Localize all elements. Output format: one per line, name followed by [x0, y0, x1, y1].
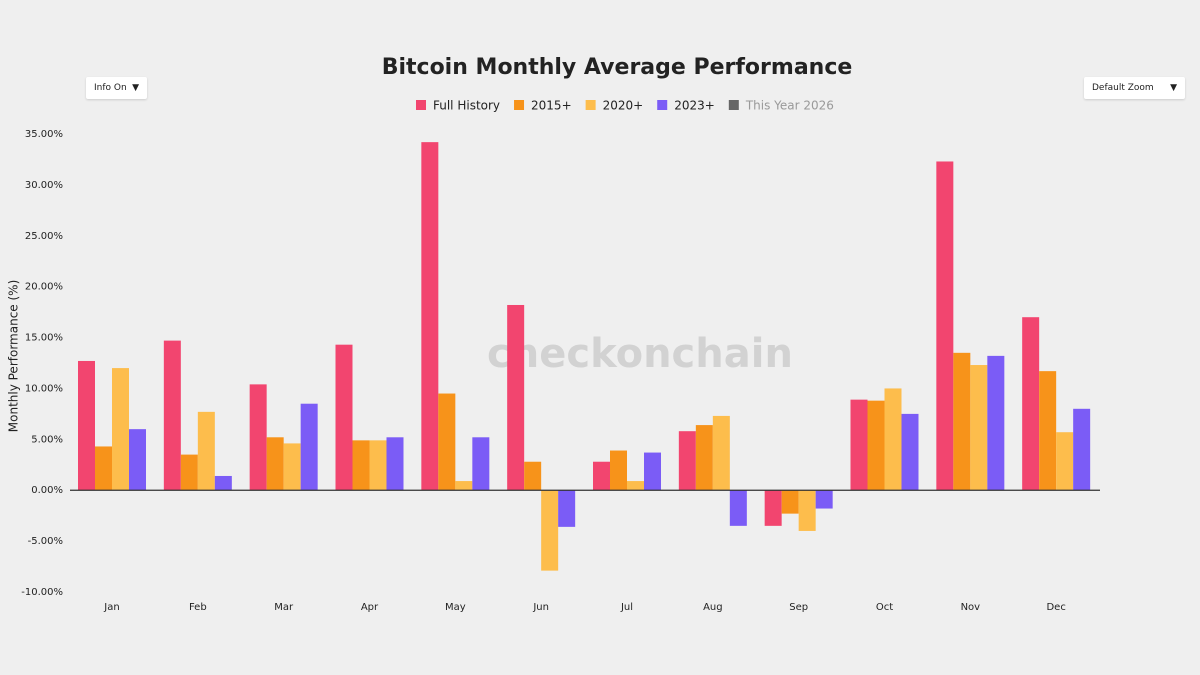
bar [95, 446, 112, 491]
dropdown-label: Info On [94, 83, 127, 93]
bar [541, 490, 559, 571]
bar [1056, 432, 1074, 491]
legend-swatch [514, 100, 525, 110]
legend-label: 2015+ [531, 99, 572, 113]
y-tick-label: 5.00% [31, 434, 63, 445]
bar [781, 490, 799, 514]
x-tick-label: Apr [361, 602, 379, 613]
bar [644, 452, 661, 491]
x-tick-label: Mar [274, 602, 294, 613]
bar [507, 304, 525, 491]
bar [712, 415, 730, 491]
y-tick-label: 30.00% [25, 180, 63, 191]
legend-swatch [728, 100, 739, 110]
legend-label: Full History [433, 99, 500, 113]
legend-label: 2023+ [674, 99, 715, 113]
bar [558, 490, 576, 527]
y-tick-label: 20.00% [25, 282, 63, 293]
x-tick-label: Jul [620, 602, 633, 613]
x-tick-label: Sep [789, 602, 808, 613]
y-tick-label: 25.00% [25, 231, 63, 242]
legend-swatch [416, 100, 426, 110]
chart-title: Bitcoin Monthly Average Performance [382, 55, 853, 80]
x-tick-label: May [445, 602, 466, 613]
zoom-dropdown[interactable]: Default Zoom ▼ [1084, 77, 1185, 99]
bar [300, 403, 318, 491]
legend-swatch [585, 100, 596, 110]
x-tick-label: Jan [103, 602, 119, 613]
bar [129, 429, 146, 491]
bar [112, 368, 129, 491]
y-tick-label: 10.00% [25, 383, 63, 394]
bar [764, 490, 782, 526]
y-axis-label: Monthly Performance (%) [7, 280, 21, 432]
bar [953, 352, 971, 491]
bar [78, 360, 95, 491]
y-tick-label: -5.00% [28, 536, 63, 547]
y-tick-label: 15.00% [25, 333, 63, 344]
bar [163, 340, 181, 491]
legend-swatch [657, 100, 668, 110]
dropdown-label: Default Zoom [1092, 83, 1154, 93]
bar [455, 481, 473, 491]
legend-label: 2020+ [603, 99, 644, 113]
bar [627, 481, 644, 491]
bar [610, 450, 627, 491]
x-tick-label: Feb [189, 602, 207, 613]
bar [335, 344, 353, 491]
bar [884, 388, 902, 491]
bar [421, 142, 439, 491]
bar [386, 437, 404, 491]
bar [524, 461, 542, 491]
bar [987, 355, 1005, 491]
bar [850, 399, 868, 491]
bar [266, 437, 284, 491]
watermark: checkonchain [487, 331, 793, 377]
bar [593, 461, 610, 491]
bar [678, 431, 696, 491]
bar [936, 161, 954, 491]
bar [695, 425, 713, 491]
bar [180, 454, 198, 491]
x-tick-label: Jun [532, 602, 549, 613]
x-tick-label: Oct [876, 602, 893, 613]
y-tick-label: 0.00% [31, 485, 63, 496]
info-dropdown[interactable]: Info On ▼ [86, 77, 147, 99]
bar [901, 413, 919, 491]
bar [1073, 408, 1091, 491]
bar [472, 437, 490, 491]
y-tick-label: 35.00% [25, 129, 63, 140]
bar [798, 490, 816, 531]
bar [283, 443, 301, 491]
bar [214, 475, 232, 491]
bar [867, 400, 885, 491]
bar [352, 440, 370, 491]
bar [197, 411, 215, 491]
bar [1022, 317, 1040, 491]
bar [815, 490, 833, 509]
x-tick-label: Nov [961, 602, 981, 613]
bar [970, 365, 988, 491]
bar [1039, 371, 1057, 491]
dropdown-arrow: ▼ [132, 83, 139, 93]
y-tick-label: -10.00% [21, 587, 63, 598]
bar [438, 393, 456, 491]
legend-label: This Year 2026 [745, 99, 834, 113]
dropdown-arrow: ▼ [1170, 83, 1177, 93]
bar [729, 490, 747, 526]
x-tick-label: Dec [1046, 602, 1065, 613]
bar [369, 440, 387, 491]
x-tick-label: Aug [703, 602, 723, 613]
bar [249, 384, 267, 491]
